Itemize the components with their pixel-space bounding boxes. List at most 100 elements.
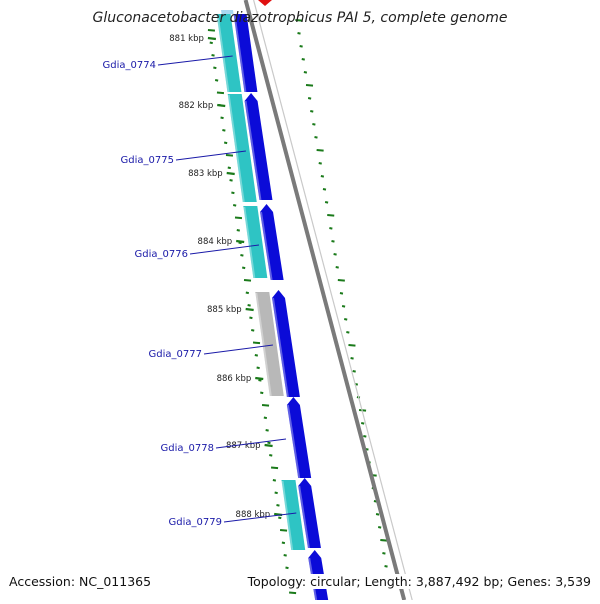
- leader-line-Gdia_0779: [223, 512, 297, 523]
- inner-tick: [211, 54, 215, 57]
- feature-Gdia_0776[interactable]: [243, 206, 268, 278]
- outer-tick: [305, 84, 314, 87]
- outer-tick: [299, 45, 303, 48]
- feature-Gdia_0776-highlight: [243, 206, 256, 279]
- outer-tick: [301, 58, 305, 61]
- inner-tick: [238, 241, 242, 245]
- outer-tick: [329, 227, 333, 230]
- ruler-label-5: 886 kbp: [217, 374, 252, 384]
- leader-line-Gdia_0777: [203, 344, 273, 355]
- inner-tick: [254, 354, 259, 357]
- inner-tick: [285, 566, 289, 570]
- feature-Gdia_0777[interactable]: [255, 292, 284, 396]
- inner-tick: [223, 141, 228, 145]
- outer-tick: [295, 19, 303, 22]
- outer-tick: [339, 292, 344, 295]
- outer-tick: [327, 214, 335, 217]
- inner-tick: [242, 266, 246, 270]
- inner-tick: [245, 291, 250, 295]
- outer-tick: [320, 175, 325, 178]
- ruler-tick-2: [226, 171, 235, 176]
- backbone-line: [243, 0, 407, 601]
- top-marker: [258, 0, 272, 6]
- inner-tick: [249, 316, 253, 320]
- outer-tick: [380, 539, 388, 542]
- gene-label-Gdia_0778[interactable]: Gdia_0778: [161, 443, 214, 454]
- inner-tick: [220, 116, 224, 120]
- genome-title: Gluconacetobacter diazotrophicus PAI 5, …: [92, 10, 508, 26]
- inner-tick: [260, 391, 264, 395]
- outer-tick: [322, 188, 327, 191]
- inner-tick: [234, 216, 243, 220]
- topology-text: Topology: circular; Length: 3,887,492 bp…: [245, 574, 591, 589]
- inner-tick: [272, 479, 277, 482]
- inner-tick: [276, 504, 280, 507]
- gene-Gdia_0777[interactable]: [272, 290, 300, 397]
- outer-tick: [324, 201, 329, 204]
- inner-tick: [240, 254, 244, 257]
- inner-tick: [216, 91, 225, 95]
- outer-tick: [312, 123, 316, 126]
- feature-Gdia_0775-highlight: [227, 94, 245, 203]
- outer-tick: [352, 370, 356, 373]
- ruler-tick-1: [217, 103, 226, 108]
- gene-label-Gdia_0775[interactable]: Gdia_0775: [121, 155, 174, 166]
- gene-label-Gdia_0779[interactable]: Gdia_0779: [169, 517, 222, 528]
- gene-Gdia_0774[interactable]: [233, 14, 258, 92]
- inner-tick: [289, 591, 297, 595]
- gene-Gdia_0777-highlight: [272, 297, 289, 398]
- gene-Gdia_0779[interactable]: [298, 478, 321, 548]
- gene-label-Gdia_0774[interactable]: Gdia_0774: [103, 60, 156, 71]
- outer-tick: [350, 357, 354, 360]
- inner-tick: [269, 454, 273, 457]
- feature-Gdia_0779-highlight: [281, 480, 294, 551]
- outer-tick: [297, 32, 301, 35]
- feature-Gdia_0774-highlight: [216, 14, 230, 93]
- gene-Gdia_0778-highlight: [286, 404, 301, 479]
- ruler-label-3: 884 kbp: [198, 237, 233, 247]
- gene-label-Gdia_0777[interactable]: Gdia_0777: [149, 349, 202, 360]
- outer-tick: [310, 110, 314, 113]
- feature-Gdia_0779[interactable]: [281, 480, 306, 550]
- inner-tick: [227, 166, 231, 170]
- outer-tick: [361, 422, 365, 425]
- outer-tick: [303, 71, 308, 74]
- outer-tick: [316, 149, 324, 152]
- outer-tick: [337, 279, 345, 282]
- feature-Gdia_0774[interactable]: [216, 14, 242, 92]
- backbone-edge: [253, 0, 413, 601]
- inner-tick: [243, 279, 252, 282]
- feature-Gdia_0777-highlight: [255, 292, 272, 397]
- ruler-tick-6: [264, 443, 273, 448]
- gene-Gdia_0776[interactable]: [260, 204, 284, 280]
- feature-Gdia_0775[interactable]: [227, 94, 257, 202]
- inner-tick: [283, 554, 287, 557]
- ruler-tick-3: [236, 239, 245, 244]
- ruler-label-7: 888 kbp: [236, 510, 271, 520]
- gene-Gdia_0776-highlight: [260, 211, 273, 281]
- outer-tick: [377, 526, 382, 529]
- inner-tick: [231, 191, 235, 195]
- inner-tick: [213, 66, 217, 70]
- ruler-tick-5: [255, 376, 264, 381]
- inner-tick: [274, 491, 278, 495]
- gene-Gdia_0775[interactable]: [244, 93, 273, 200]
- outer-tick: [314, 136, 318, 139]
- leader-line-Gdia_0774: [157, 55, 233, 66]
- inner-tick: [229, 179, 233, 182]
- inner-tick: [265, 429, 269, 432]
- gene-Gdia_0775-highlight: [244, 100, 262, 201]
- inner-tick: [261, 404, 270, 407]
- outer-tick: [375, 513, 380, 516]
- leader-line-Gdia_0776: [189, 244, 260, 255]
- outer-tick: [363, 435, 367, 438]
- gene-Gdia_0778[interactable]: [286, 397, 312, 478]
- ruler-tick-0: [207, 36, 217, 41]
- ruler-label-6: 887 kbp: [226, 441, 261, 451]
- ruler-label-2: 883 kbp: [188, 169, 223, 179]
- inner-tick: [207, 29, 216, 32]
- outer-tick: [333, 253, 337, 256]
- gene-label-Gdia_0776[interactable]: Gdia_0776: [135, 249, 188, 260]
